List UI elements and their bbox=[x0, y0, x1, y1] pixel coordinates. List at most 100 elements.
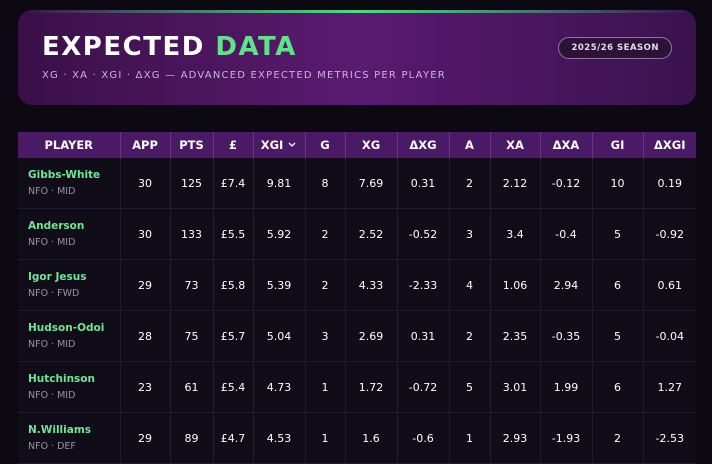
stat-cell: 2.94 bbox=[539, 259, 592, 311]
column-header[interactable]: XG bbox=[344, 132, 397, 158]
stat-cell: 3 bbox=[448, 208, 490, 260]
player-row[interactable]: Anderson NFO · MID 30 133 £5.5 5.92 2 2.52 -0.52… bbox=[18, 208, 696, 260]
player-cell: Hutchinson NFO · MID bbox=[18, 361, 120, 413]
stat-cell: 1.06 bbox=[489, 259, 540, 311]
player-team: NFO · MID bbox=[28, 237, 76, 248]
stat-cell: 1.72 bbox=[344, 361, 397, 413]
column-header[interactable]: G bbox=[304, 132, 345, 158]
stat-cell: 125 bbox=[169, 158, 213, 209]
stat-cell: 89 bbox=[169, 412, 213, 464]
header-card: EXPECTED DATA XG · XA · XGI · ΔXG — ADVA… bbox=[18, 10, 696, 105]
column-label: G bbox=[320, 138, 330, 152]
column-label: XA bbox=[506, 138, 524, 152]
stat-cell: 5.92 bbox=[252, 208, 305, 260]
stat-cell: 75 bbox=[169, 310, 213, 362]
player-name: Igor Jesus bbox=[28, 271, 87, 283]
stat-cell: 3.4 bbox=[489, 208, 540, 260]
season-badge[interactable]: 2025/26 SEASON bbox=[558, 37, 672, 59]
stat-cell: 7.69 bbox=[344, 158, 397, 209]
player-team: NFO · MID bbox=[28, 186, 76, 197]
stat-cell: -0.72 bbox=[396, 361, 449, 413]
player-name: N.Williams bbox=[28, 424, 92, 436]
stat-cell: 10 bbox=[591, 158, 643, 209]
player-row[interactable]: Igor Jesus NFO · FWD 29 73 £5.8 5.39 2 4.33 -2.3… bbox=[18, 259, 696, 311]
title-part: DATA bbox=[215, 32, 297, 62]
stat-cell: 1 bbox=[304, 412, 345, 464]
column-header[interactable]: XA bbox=[489, 132, 540, 158]
column-label: XG bbox=[361, 138, 381, 152]
stat-cell: 1.27 bbox=[642, 361, 696, 413]
column-label: £ bbox=[228, 138, 237, 152]
stat-cell: -2.53 bbox=[642, 412, 696, 464]
player-row[interactable]: Hutchinson NFO · MID 23 61 £5.4 4.73 1 1.72 -0.7… bbox=[18, 361, 696, 413]
column-label: GI bbox=[610, 138, 625, 152]
player-name: Anderson bbox=[28, 220, 85, 232]
column-label: PLAYER bbox=[44, 138, 94, 152]
title-part: EXPECTED bbox=[42, 32, 205, 62]
stat-cell: 1.6 bbox=[344, 412, 397, 464]
player-name: Gibbs-White bbox=[28, 169, 101, 181]
stat-cell: 2.93 bbox=[489, 412, 540, 464]
stat-cell: 30 bbox=[119, 208, 170, 260]
column-header[interactable]: ΔXG bbox=[396, 132, 449, 158]
stat-cell: £5.5 bbox=[212, 208, 253, 260]
stat-cell: £5.7 bbox=[212, 310, 253, 362]
stat-cell: 29 bbox=[119, 412, 170, 464]
player-name: Hutchinson bbox=[28, 373, 95, 385]
stat-cell: 4.73 bbox=[252, 361, 305, 413]
stat-cell: 2 bbox=[591, 412, 643, 464]
stat-cell: 2.52 bbox=[344, 208, 397, 260]
player-row[interactable]: N.Williams NFO · DEF 29 89 £4.7 4.53 1 1.6 -0.6 1… bbox=[18, 412, 696, 464]
title: EXPECTED DATA bbox=[42, 32, 297, 62]
player-row[interactable]: Gibbs-White NFO · MID 30 125 £7.4 9.81 8 7.69 0.… bbox=[18, 158, 696, 209]
stat-cell: -0.35 bbox=[539, 310, 592, 362]
stat-cell: £5.8 bbox=[212, 259, 253, 311]
stat-cell: £7.4 bbox=[212, 158, 253, 209]
stat-cell: 29 bbox=[119, 259, 170, 311]
player-team: NFO · DEF bbox=[28, 441, 76, 452]
stat-cell: 0.19 bbox=[642, 158, 696, 209]
column-label: ΔXG bbox=[409, 138, 437, 152]
stat-cell: 2.69 bbox=[344, 310, 397, 362]
column-header[interactable]: ΔXA bbox=[539, 132, 592, 158]
stat-cell: 5 bbox=[591, 310, 643, 362]
column-header[interactable]: PLAYER bbox=[18, 132, 120, 158]
subtitle: XG · XA · XGI · ΔXG — ADVANCED EXPECTED … bbox=[42, 70, 446, 81]
column-header[interactable]: APP bbox=[119, 132, 170, 158]
stat-cell: 5.39 bbox=[252, 259, 305, 311]
stat-cell: -0.4 bbox=[539, 208, 592, 260]
stat-cell: 73 bbox=[169, 259, 213, 311]
stat-cell: 1 bbox=[304, 361, 345, 413]
stat-cell: 23 bbox=[119, 361, 170, 413]
stat-cell: 28 bbox=[119, 310, 170, 362]
column-header[interactable]: XGI bbox=[252, 132, 305, 158]
stat-cell: 2.35 bbox=[489, 310, 540, 362]
column-header[interactable]: ΔXGI bbox=[642, 132, 696, 158]
stat-cell: -0.04 bbox=[642, 310, 696, 362]
column-label: ΔXGI bbox=[654, 138, 686, 152]
column-label: PTS bbox=[179, 138, 204, 152]
column-label: A bbox=[465, 138, 474, 152]
stat-cell: -1.93 bbox=[539, 412, 592, 464]
stat-cell: 133 bbox=[169, 208, 213, 260]
column-label: APP bbox=[132, 138, 158, 152]
stat-cell: 0.31 bbox=[396, 158, 449, 209]
stat-cell: 0.31 bbox=[396, 310, 449, 362]
column-header[interactable]: GI bbox=[591, 132, 643, 158]
player-row[interactable]: Hudson-Odoi NFO · MID 28 75 £5.7 5.04 3 2.69 0.3… bbox=[18, 310, 696, 362]
stat-cell: 2 bbox=[304, 208, 345, 260]
stat-cell: 4.53 bbox=[252, 412, 305, 464]
column-header[interactable]: A bbox=[448, 132, 490, 158]
column-header[interactable]: £ bbox=[212, 132, 253, 158]
stat-cell: 3 bbox=[304, 310, 345, 362]
stat-cell: -0.12 bbox=[539, 158, 592, 209]
stat-cell: 3.01 bbox=[489, 361, 540, 413]
column-header[interactable]: PTS bbox=[169, 132, 213, 158]
stats-table: PLAYER APP PTS £ XGI G XG ΔXG A XA ΔXA GI ΔXGI Gibbs… bbox=[18, 132, 696, 464]
stat-cell: 2 bbox=[448, 310, 490, 362]
stat-cell: -0.92 bbox=[642, 208, 696, 260]
stat-cell: 1.99 bbox=[539, 361, 592, 413]
stat-cell: 2 bbox=[448, 158, 490, 209]
column-label: XGI bbox=[260, 138, 284, 152]
